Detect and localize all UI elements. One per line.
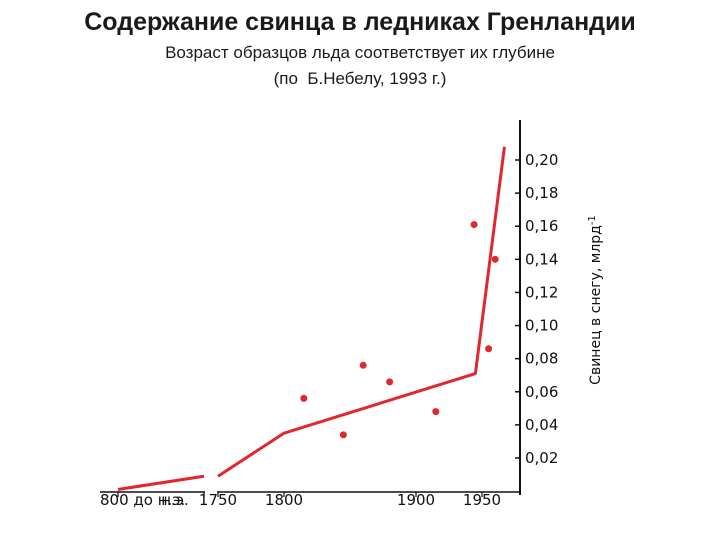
x-tick-label: н.э.: [161, 491, 189, 509]
y-axis-label-superscript: -1: [587, 215, 598, 225]
data-point: [470, 221, 478, 229]
y-tick-label: 0,10: [525, 317, 558, 335]
subtitle-line-2: (по Б.Небелу, 1993 г.): [273, 69, 447, 88]
data-point: [386, 378, 394, 386]
y-tick-label: 0,02: [525, 449, 558, 467]
x-tick-label: 1750: [199, 491, 237, 509]
x-tick-label: 1900: [397, 491, 435, 509]
data-point: [359, 361, 367, 369]
subtitle: Возраст образцов льда соответствует их г…: [0, 40, 720, 92]
data-point: [432, 408, 440, 416]
y-tick-label: 0,18: [525, 184, 558, 202]
series-line-segment: [117, 474, 205, 491]
page-title: Содержание свинца в ледниках Гренландии: [84, 8, 636, 36]
y-tick-label: 0,20: [525, 151, 558, 169]
y-tick-label: 0,06: [525, 383, 558, 401]
y-axis-label: Свинец в снегу, млрд-1: [587, 215, 605, 385]
y-tick-label: 0,08: [525, 350, 558, 368]
subtitle-line-1: Возраст образцов льда соответствует их г…: [165, 43, 555, 62]
x-tick-label: 1800: [265, 491, 303, 509]
y-tick-label: 0,12: [525, 283, 558, 301]
data-points: [300, 221, 499, 439]
y-tick-label: 0,16: [525, 217, 558, 235]
y-tick-label: 0,14: [525, 250, 558, 268]
x-tick-label: 1950: [463, 491, 501, 509]
series-line-segment: [217, 146, 506, 478]
data-point: [300, 394, 308, 402]
series-lines: [117, 146, 506, 491]
y-tick-label: 0,04: [525, 416, 558, 434]
data-point: [491, 255, 499, 263]
x-tick-labels: 800 до н.э.н.э. 1750 1800 1900 1950: [100, 491, 501, 509]
data-point: [339, 431, 347, 439]
x-tick-label: 800 до н.э.: [100, 491, 185, 509]
data-point: [485, 345, 493, 353]
y-axis-label-text: Свинец в снегу, млрд: [588, 225, 604, 385]
y-tick-labels: 0,20 0,18 0,16 0,14 0,12 0,10 0,08 0,06 0,04 0,02: [525, 151, 558, 467]
axes: [100, 120, 521, 497]
